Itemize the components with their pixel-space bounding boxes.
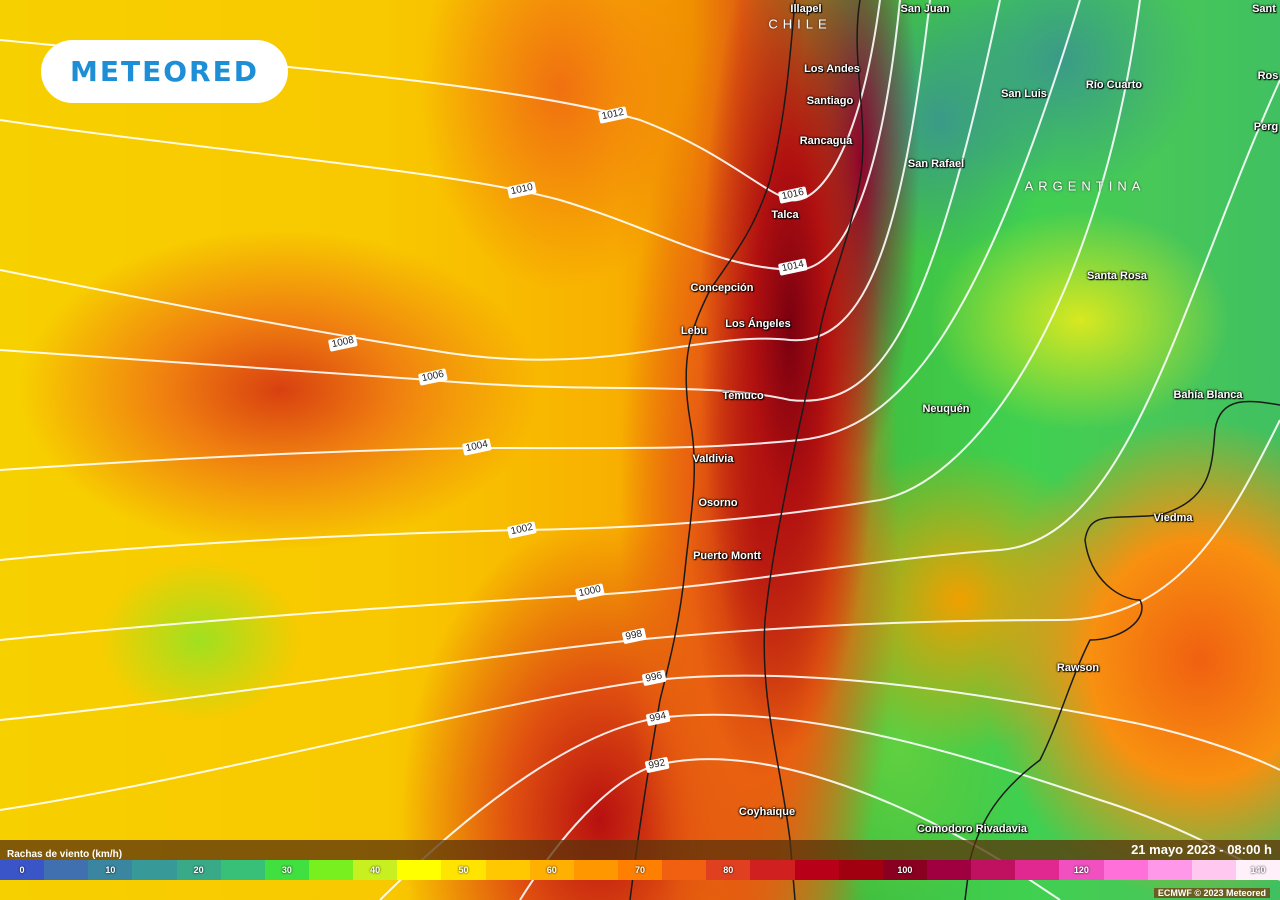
city-label: Viedma [1153, 512, 1193, 524]
scale-segment: 10 [88, 860, 133, 880]
city-label: San Juan [900, 3, 950, 15]
scale-label: 140 [1250, 865, 1266, 875]
city-label: Puerto Montt [693, 550, 761, 562]
city-label: Perg [1253, 121, 1279, 133]
city-label: Bahía Blanca [1173, 389, 1243, 401]
scale-segment [971, 860, 1016, 880]
legend-title: Rachas de viento (km/h) [7, 849, 123, 860]
city-label: Talca [771, 209, 799, 221]
city-label: Temuco [722, 390, 764, 402]
city-label: Santa Rosa [1087, 270, 1147, 282]
color-scale: 0 10 20 30 40 50 60 70 80 100 120 140 [0, 860, 1280, 880]
scale-segment [1103, 860, 1148, 880]
city-label: Río Cuarto [1085, 79, 1143, 91]
scale-label: 50 [458, 865, 469, 875]
credit-text: ECMWF © 2023 Meteored [1153, 888, 1270, 898]
city-label: Santiago [806, 95, 854, 107]
country-label-chile: CHILE [768, 16, 832, 32]
scale-label: 40 [370, 865, 381, 875]
city-label: Los Andes [804, 63, 860, 75]
scale-segment: 20 [176, 860, 221, 880]
scale-label: 100 [897, 865, 913, 875]
city-label: Coyhaique [738, 806, 796, 818]
city-label: Osorno [698, 497, 738, 509]
city-label: Sant [1252, 3, 1276, 15]
scale-segment [926, 860, 972, 880]
scale-label: 0 [19, 865, 25, 875]
scale-segment [573, 860, 618, 880]
city-label: Los Ángeles [725, 318, 791, 330]
city-label: San Rafael [907, 158, 965, 170]
city-label: Rancagua [799, 135, 853, 147]
scale-segment [308, 860, 354, 880]
scale-segment: 0 [0, 860, 45, 880]
scale-segment [1191, 860, 1236, 880]
scale-segment [485, 860, 530, 880]
scale-segment [750, 860, 795, 880]
scale-label: 30 [281, 865, 292, 875]
city-label: Comodoro Rivadavia [916, 823, 1028, 835]
city-label: San Luis [1001, 88, 1047, 100]
city-label: Concepción [690, 282, 754, 294]
scale-segment [1147, 860, 1192, 880]
scale-segment: 140 [1235, 860, 1280, 880]
scale-segment: 50 [441, 860, 486, 880]
city-label: Ros [1257, 70, 1279, 82]
city-label: Valdivia [692, 453, 734, 465]
scale-label: 10 [105, 865, 116, 875]
scale-segment [838, 860, 883, 880]
forecast-datetime: 21 mayo 2023 - 08:00 h [1131, 842, 1272, 857]
scale-segment [662, 860, 707, 880]
scale-segment [220, 860, 265, 880]
scale-segment: 70 [617, 860, 663, 880]
scale-label: 120 [1073, 865, 1089, 875]
scale-segment: 100 [882, 860, 927, 880]
scale-segment [44, 860, 89, 880]
city-label: Neuquén [922, 403, 970, 415]
scale-segment: 40 [353, 860, 398, 880]
scale-segment [132, 860, 177, 880]
scale-segment: 80 [706, 860, 751, 880]
scale-label: 80 [723, 865, 734, 875]
country-label-argentina: ARGENTINA [1024, 178, 1146, 194]
scale-label: 60 [546, 865, 557, 875]
meteored-logo[interactable]: METEORED [41, 40, 288, 103]
scale-label: 70 [635, 865, 646, 875]
scale-segment [794, 860, 839, 880]
scale-segment [1015, 860, 1060, 880]
scale-segment [397, 860, 442, 880]
scale-segment: 120 [1059, 860, 1104, 880]
scale-label: 20 [193, 865, 204, 875]
city-label: Rawson [1056, 662, 1100, 674]
legend-header: Rachas de viento (km/h) 21 mayo 2023 - 0… [0, 840, 1280, 860]
logo-text: METEORED [70, 55, 259, 88]
coastlines-borders [629, 0, 1280, 900]
scale-segment: 30 [264, 860, 309, 880]
scale-segment: 60 [529, 860, 574, 880]
city-label: Illapel [790, 3, 822, 15]
city-label: Lebu [680, 325, 708, 337]
